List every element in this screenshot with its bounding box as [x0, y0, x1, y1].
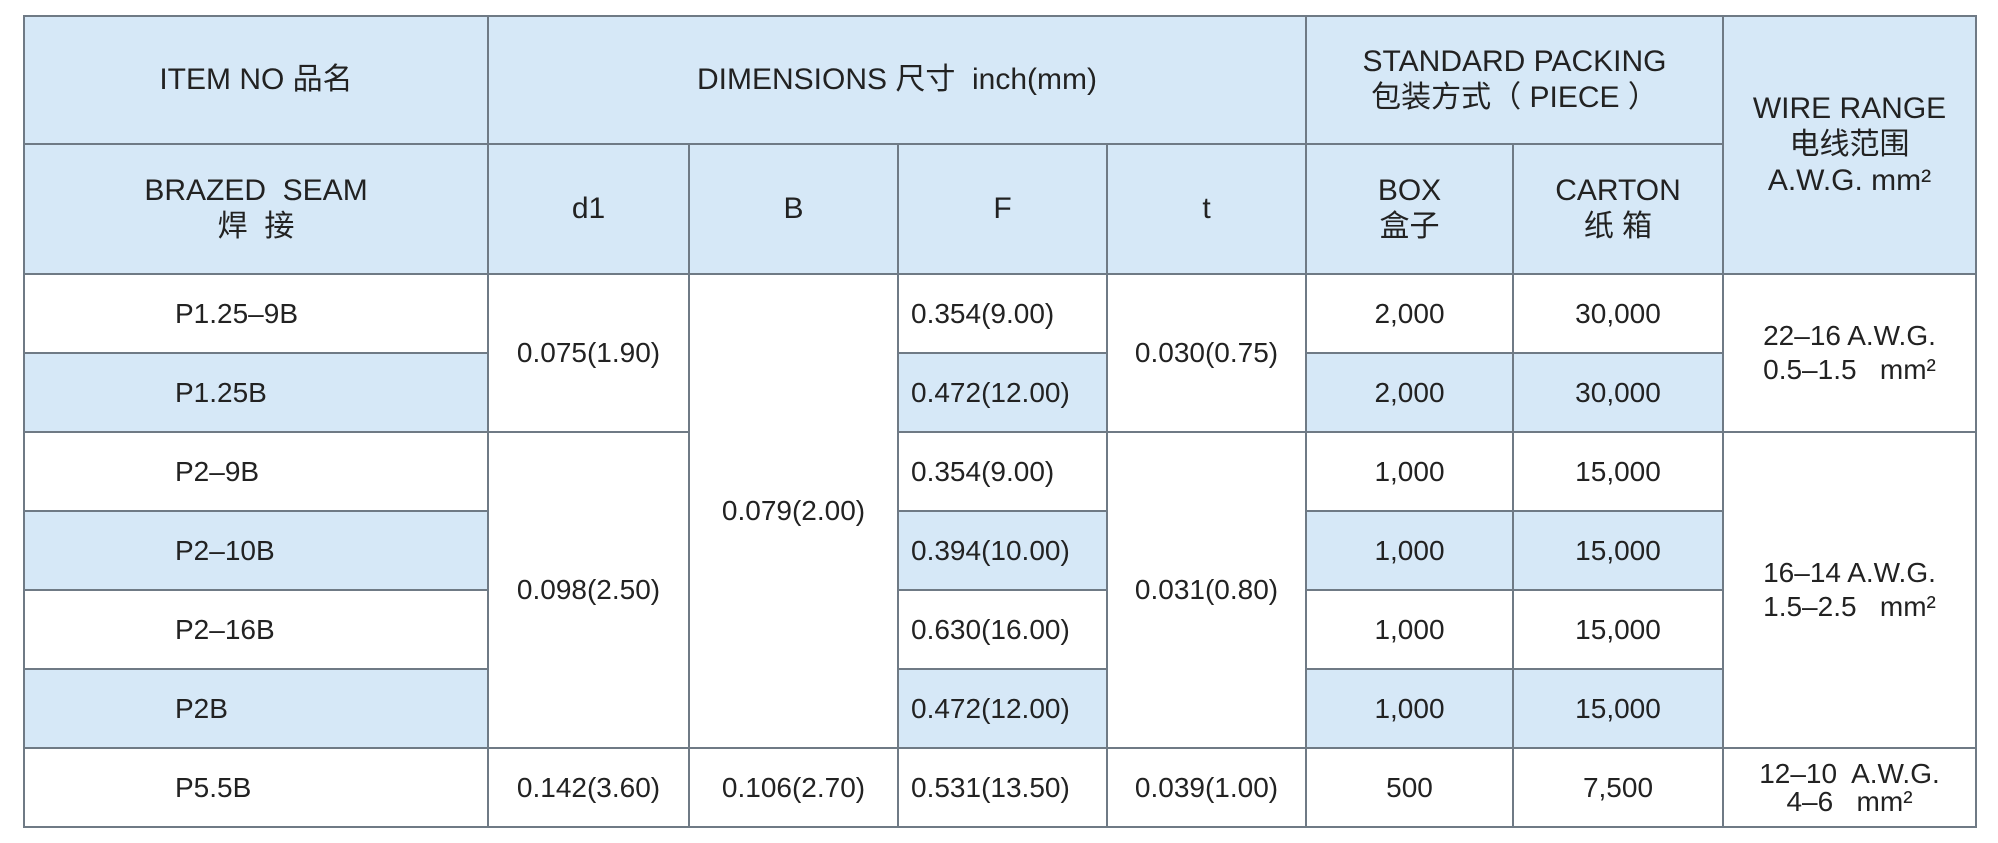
cell: 500: [1305, 747, 1514, 828]
cell: 0.472(12.00): [897, 352, 1108, 433]
header-line: 盒子: [1379, 210, 1440, 243]
cell: 0.031(0.80): [1106, 431, 1307, 749]
header-cell: d1: [487, 143, 690, 275]
cell: 1,000: [1305, 431, 1514, 512]
header-row: BRAZED SEAM 焊 接 d1 B F t BOX 盒子 CARTON 纸 箱: [23, 143, 1976, 275]
cell: 0.472(12.00): [897, 668, 1108, 749]
cell: 0.039(1.00): [1106, 747, 1307, 828]
header-line: STANDARD PACKING: [1362, 45, 1667, 78]
cell: 30,000: [1512, 352, 1724, 433]
header-cell: BOX 盒子: [1305, 143, 1514, 275]
cell: 15,000: [1512, 510, 1724, 591]
cell: 0.531(13.50): [897, 747, 1108, 828]
header-cell: WIRE RANGE 电线范围 A.W.G. mm²: [1722, 15, 1977, 275]
cell: 0.030(0.75): [1106, 273, 1307, 433]
cell: 1,000: [1305, 668, 1514, 749]
header-row: ITEM NO 品名 DIMENSIONS 尺寸 inch(mm) STANDA…: [23, 15, 1977, 275]
cell-line: 0.5–1.5 mm²: [1763, 354, 1936, 385]
cell: P1.25–9B: [23, 273, 489, 354]
header-line: WIRE RANGE: [1752, 92, 1947, 125]
cell: 0.098(2.50): [487, 431, 690, 749]
cell: 15,000: [1512, 589, 1724, 670]
row: P5.5B 0.142(3.60) 0.106(2.70) 0.531(13.5…: [23, 747, 1977, 828]
header-line: 焊 接: [217, 210, 295, 243]
cell: 15,000: [1512, 668, 1724, 749]
cell-line: 16–14 A.W.G.: [1763, 557, 1936, 589]
cell: 0.079(2.00): [688, 273, 899, 749]
header-cell: BRAZED SEAM 焊 接: [23, 143, 489, 275]
cell: 22–16 A.W.G. 0.5–1.5 mm²: [1722, 273, 1977, 433]
cell: 0.630(16.00): [897, 589, 1108, 670]
header-line: BRAZED SEAM: [144, 174, 368, 207]
row: P2–10B 0.394(10.00) 1,000 15,000: [23, 510, 1976, 591]
spec-table: ITEM NO 品名 DIMENSIONS 尺寸 inch(mm) STANDA…: [23, 15, 1977, 828]
cell: 0.142(3.60): [487, 747, 690, 828]
header-cell: DIMENSIONS 尺寸 inch(mm): [487, 15, 1307, 145]
cell: 15,000: [1512, 431, 1724, 512]
header-line: 包装方式（ PIECE ）: [1371, 81, 1658, 114]
cell-line: 22–16 A.W.G.: [1763, 320, 1936, 352]
cell-line: 4–6 mm²: [1786, 785, 1913, 817]
cell: P1.25B: [23, 352, 489, 433]
cell: P5.5B: [23, 747, 489, 828]
header-line: A.W.G. mm²: [1767, 164, 1932, 197]
row: P2B 0.472(12.00) 1,000 15,000: [23, 668, 1976, 749]
cell-line: 1.5–2.5 mm²: [1763, 591, 1936, 622]
cell-line: 12–10 A.W.G.: [1759, 757, 1940, 789]
cell: P2–9B: [23, 431, 489, 512]
cell: 2,000: [1305, 273, 1514, 354]
cell: P2–16B: [23, 589, 489, 670]
cell: 30,000: [1512, 273, 1724, 354]
row: P1.25B 0.472(12.00) 2,000 30,000: [23, 352, 1976, 433]
cell: 0.106(2.70): [688, 747, 899, 828]
cell: 12–10 A.W.G. 4–6 mm²: [1722, 747, 1977, 828]
cell: 0.354(9.00): [897, 273, 1108, 354]
header-line: BOX: [1377, 174, 1442, 207]
cell: 0.075(1.90): [487, 273, 690, 433]
header-cell: t: [1106, 143, 1307, 275]
header-line: 纸 箱: [1583, 210, 1653, 243]
row: P2–16B 0.630(16.00) 1,000 15,000: [23, 589, 1976, 670]
cell: 0.394(10.00): [897, 510, 1108, 591]
cell: 1,000: [1305, 510, 1514, 591]
cell: P2B: [23, 668, 489, 749]
cell: 16–14 A.W.G. 1.5–2.5 mm²: [1722, 431, 1977, 749]
header-cell: F: [897, 143, 1108, 275]
cell: 0.354(9.00): [897, 431, 1108, 512]
header-line: 电线范围: [1789, 128, 1910, 161]
cell: 2,000: [1305, 352, 1514, 433]
cell: 1,000: [1305, 589, 1514, 670]
header-line: CARTON: [1555, 174, 1681, 207]
row: P1.25–9B 0.075(1.90) 0.079(2.00) 0.354(9…: [23, 273, 1977, 749]
header-cell: ITEM NO 品名: [23, 15, 489, 145]
header-cell: CARTON 纸 箱: [1512, 143, 1724, 275]
row: P2–9B 0.098(2.50) 0.354(9.00) 0.031(0.80…: [23, 431, 1977, 749]
cell: P2–10B: [23, 510, 489, 591]
header-cell: STANDARD PACKING 包装方式（ PIECE ）: [1305, 15, 1724, 145]
cell: 7,500: [1512, 747, 1724, 828]
header-cell: B: [688, 143, 899, 275]
